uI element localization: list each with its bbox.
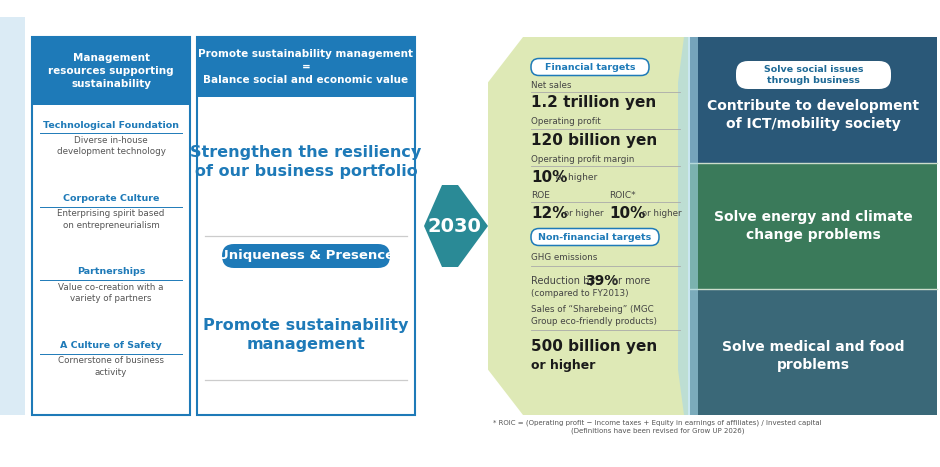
Text: or more: or more	[609, 276, 650, 286]
FancyBboxPatch shape	[197, 37, 415, 97]
FancyBboxPatch shape	[690, 37, 937, 163]
Text: Solve energy and climate
change problems: Solve energy and climate change problems	[714, 210, 913, 242]
Text: Non-financial targets: Non-financial targets	[539, 233, 651, 241]
FancyBboxPatch shape	[531, 58, 649, 76]
Text: 1.2 trillion yen: 1.2 trillion yen	[531, 94, 656, 109]
Polygon shape	[678, 37, 698, 415]
Text: Enterprising spirit based
on entrepreneurialism: Enterprising spirit based on entrepreneu…	[57, 210, 164, 230]
FancyBboxPatch shape	[736, 61, 891, 89]
Text: GHG emissions: GHG emissions	[531, 253, 598, 262]
Text: * ROIC = (Operating profit − Income taxes + Equity in earnings of affiliates) / : * ROIC = (Operating profit − Income taxe…	[493, 420, 822, 434]
Text: Diverse in-house
development technology: Diverse in-house development technology	[56, 136, 165, 156]
Text: or higher: or higher	[531, 359, 595, 372]
FancyBboxPatch shape	[32, 37, 190, 105]
FancyBboxPatch shape	[690, 163, 937, 289]
Text: ROE: ROE	[531, 191, 550, 199]
FancyBboxPatch shape	[0, 17, 25, 415]
Text: Solve social issues
through business: Solve social issues through business	[763, 65, 863, 85]
Text: (compared to FY2013): (compared to FY2013)	[531, 290, 629, 298]
Text: Corporate Culture: Corporate Culture	[63, 194, 159, 203]
Text: or higher: or higher	[561, 210, 603, 219]
Text: 12%: 12%	[531, 206, 568, 221]
Text: Sales of “Sharebeing” (MGC: Sales of “Sharebeing” (MGC	[531, 305, 653, 314]
Text: Solve medical and food
problems: Solve medical and food problems	[722, 340, 904, 372]
Text: Reduction by: Reduction by	[531, 276, 598, 286]
Text: Management
resources supporting
sustainability: Management resources supporting sustaina…	[48, 53, 174, 89]
Text: Uniqueness & Presence: Uniqueness & Presence	[218, 249, 394, 262]
Text: Operating profit: Operating profit	[531, 118, 601, 127]
Text: Net sales: Net sales	[531, 80, 572, 90]
Text: A Culture of Safety: A Culture of Safety	[60, 341, 162, 350]
Text: 10%: 10%	[531, 170, 568, 184]
FancyBboxPatch shape	[197, 37, 415, 415]
Text: Promote sustainability
management: Promote sustainability management	[203, 318, 409, 353]
Text: 120 billion yen: 120 billion yen	[531, 133, 657, 148]
Text: Value co-creation with a
variety of partners: Value co-creation with a variety of part…	[58, 283, 164, 303]
Text: Financial targets: Financial targets	[545, 63, 635, 71]
Text: 10%: 10%	[609, 206, 646, 221]
Text: Cornerstone of business
activity: Cornerstone of business activity	[58, 356, 164, 376]
Text: 39%: 39%	[585, 274, 619, 288]
Text: Partnerships: Partnerships	[77, 268, 145, 276]
FancyBboxPatch shape	[531, 228, 659, 246]
FancyBboxPatch shape	[32, 37, 190, 415]
Text: Technological Foundation: Technological Foundation	[43, 120, 179, 129]
Text: ROIC*: ROIC*	[609, 191, 635, 199]
Text: Promote sustainability management
=
Balance social and economic value: Promote sustainability management = Bala…	[198, 49, 414, 85]
FancyBboxPatch shape	[222, 244, 390, 268]
Polygon shape	[424, 185, 488, 267]
Text: 500 billion yen: 500 billion yen	[531, 340, 657, 354]
Text: 2030: 2030	[427, 217, 481, 235]
Text: Strengthen the resiliency
of our business portfolio: Strengthen the resiliency of our busines…	[191, 145, 422, 179]
Text: Operating profit margin: Operating profit margin	[531, 155, 634, 163]
Text: Contribute to development
of ICT/mobility society: Contribute to development of ICT/mobilit…	[708, 99, 919, 131]
Text: or higher: or higher	[553, 172, 597, 182]
Text: Group eco-friendly products): Group eco-friendly products)	[531, 317, 657, 325]
Text: or higher: or higher	[639, 210, 682, 219]
Polygon shape	[488, 37, 688, 415]
FancyBboxPatch shape	[690, 289, 937, 415]
